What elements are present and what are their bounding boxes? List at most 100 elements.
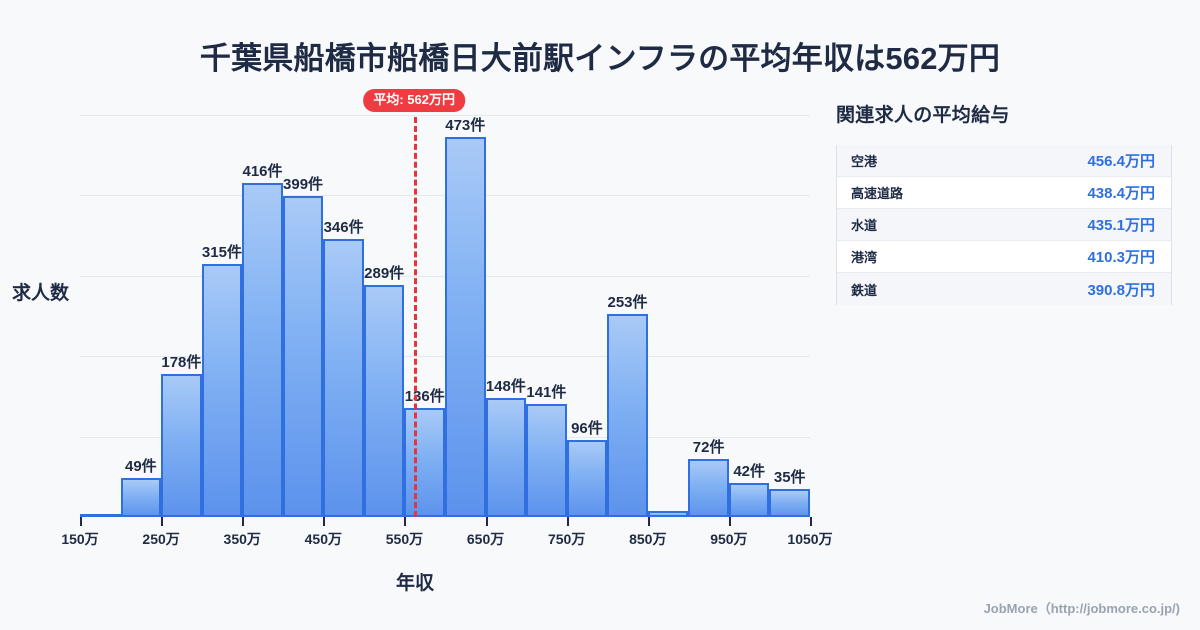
bar-value-label: 148件 xyxy=(485,378,526,396)
table-row[interactable]: 鉄道 390.8万円 xyxy=(837,273,1171,305)
x-axis-tick-label: 450万 xyxy=(304,531,343,547)
histogram-chart: 求人数 49件 178件 315件 416件 399件 346件 289件 136件 473件 1… xyxy=(0,89,833,594)
bar-column[interactable] xyxy=(445,99,486,517)
bar[interactable] xyxy=(485,398,527,517)
bar[interactable] xyxy=(566,439,608,517)
bar[interactable] xyxy=(404,407,445,517)
bar-value-label: 289件 xyxy=(364,264,405,282)
x-axis-tick xyxy=(242,517,245,526)
bar-value-label: 136件 xyxy=(404,387,445,405)
bar-column[interactable] xyxy=(201,99,243,517)
bar-column[interactable] xyxy=(404,99,445,517)
x-axis-tick-label: 150万 xyxy=(61,531,99,547)
x-axis-tick-label: 350万 xyxy=(223,531,261,547)
bar[interactable] xyxy=(120,477,162,517)
bar-column[interactable] xyxy=(242,99,283,517)
x-axis-tick xyxy=(323,517,326,526)
average-badge: 平均: 562万円 xyxy=(363,89,465,113)
table-row[interactable]: 高速道路 438.4万円 xyxy=(837,177,1171,209)
bar-value-label: 399件 xyxy=(283,176,324,194)
table-row-label: 高速道路 xyxy=(851,186,904,201)
x-axis-tick xyxy=(728,517,731,526)
bar[interactable] xyxy=(282,196,324,517)
bar-column[interactable] xyxy=(647,99,689,517)
bar[interactable] xyxy=(363,284,405,517)
bar-column[interactable] xyxy=(607,99,648,517)
bar-column[interactable] xyxy=(161,99,202,517)
table-row[interactable]: 港湾 410.3万円 xyxy=(837,241,1171,273)
bar[interactable] xyxy=(647,510,689,517)
bar[interactable] xyxy=(161,373,202,517)
bar-column[interactable] xyxy=(120,99,162,517)
table-row-label: 港湾 xyxy=(851,250,878,265)
x-axis-tick xyxy=(647,517,650,526)
table-row[interactable]: 水道 435.1万円 xyxy=(837,209,1171,241)
table-row-value: 456.4万円 xyxy=(1087,153,1155,170)
x-axis-tick-label: 750万 xyxy=(547,531,586,547)
related-salary-table: 空港 456.4万円高速道路 438.4万円水道 435.1万円港湾 410.3万円鉄道… xyxy=(836,145,1172,305)
bar-value-label: 49件 xyxy=(124,457,157,475)
bar-value-label: 141件 xyxy=(526,383,567,401)
bar-column[interactable] xyxy=(769,99,810,517)
x-axis-tick-label: 250万 xyxy=(142,531,180,547)
table-row-label: 空港 xyxy=(851,154,878,169)
bar-column[interactable] xyxy=(363,99,405,517)
bar[interactable] xyxy=(201,263,243,517)
bar-value-label: 42件 xyxy=(733,463,765,481)
bar-column[interactable] xyxy=(80,99,121,517)
bar-column[interactable] xyxy=(688,99,729,517)
bar[interactable] xyxy=(445,136,486,517)
bar-value-label: 35件 xyxy=(773,468,806,486)
bar-value-label: 315件 xyxy=(201,243,242,261)
related-salary-title: 関連求人の平均給与 xyxy=(836,105,1010,126)
bar-series: 49件 178件 315件 416件 399件 346件 289件 136件 473件 148件 1… xyxy=(80,99,810,517)
table-row-label: 水道 xyxy=(851,218,878,233)
bar-value-label: 346件 xyxy=(323,218,364,236)
x-axis-tick xyxy=(485,517,488,526)
bar-column[interactable] xyxy=(526,99,567,517)
bar-value-label: 72件 xyxy=(692,439,725,457)
x-axis-tick xyxy=(810,517,812,526)
bar-column[interactable] xyxy=(485,99,527,517)
bar[interactable] xyxy=(607,313,648,517)
x-axis-tick-label: 650万 xyxy=(466,531,505,547)
x-axis-tick-label: 1050万 xyxy=(787,531,833,547)
bar-value-label: 96件 xyxy=(571,419,603,437)
average-line xyxy=(414,117,418,517)
bar-value-label: 178件 xyxy=(161,353,202,371)
bar-column[interactable] xyxy=(282,99,324,517)
table-row-value: 435.1万円 xyxy=(1087,217,1155,234)
bar-column[interactable] xyxy=(566,99,608,517)
bar-value-label: 253件 xyxy=(607,293,648,311)
bar[interactable] xyxy=(728,483,770,517)
table-row-label: 鉄道 xyxy=(851,282,878,298)
x-axis-tick-label: 550万 xyxy=(385,531,424,547)
x-axis: 150万 250万 350万 450万 550万 650万 750万 850万 950万 1050… xyxy=(61,517,833,557)
bar[interactable] xyxy=(323,238,364,517)
bar-value-label: 473件 xyxy=(445,116,486,134)
bar-column[interactable] xyxy=(728,99,770,517)
bar-value-label: 416件 xyxy=(242,162,283,180)
footer-attribution: JobMore（http://jobmore.co.jp/) xyxy=(983,601,1180,616)
y-axis-title: 求人数 xyxy=(12,283,70,304)
table-row-value: 410.3万円 xyxy=(1087,249,1155,266)
plot-area: 49件 178件 315件 416件 399件 346件 289件 136件 473件 148件 1… xyxy=(80,89,810,517)
bar[interactable] xyxy=(242,182,283,517)
axis-baseline xyxy=(80,515,810,517)
page-title: 千葉県船橋市船橋日大前駅インフラの平均年収は562万円 xyxy=(199,41,1001,76)
x-axis-title: 年収 xyxy=(395,573,434,594)
x-axis-tick xyxy=(161,517,164,526)
bar[interactable] xyxy=(526,403,567,517)
table-row-value: 390.8万円 xyxy=(1087,281,1155,299)
gridline xyxy=(80,115,810,117)
table-row[interactable]: 空港 456.4万円 xyxy=(837,145,1171,177)
x-axis-tick-label: 850万 xyxy=(629,531,667,547)
table-row-value: 438.4万円 xyxy=(1087,185,1155,202)
x-axis-tick xyxy=(80,517,82,526)
bar[interactable] xyxy=(688,459,729,517)
x-axis-tick xyxy=(404,517,407,526)
x-axis-tick xyxy=(566,517,569,526)
bar[interactable] xyxy=(769,488,810,517)
bar-column[interactable] xyxy=(323,99,364,517)
